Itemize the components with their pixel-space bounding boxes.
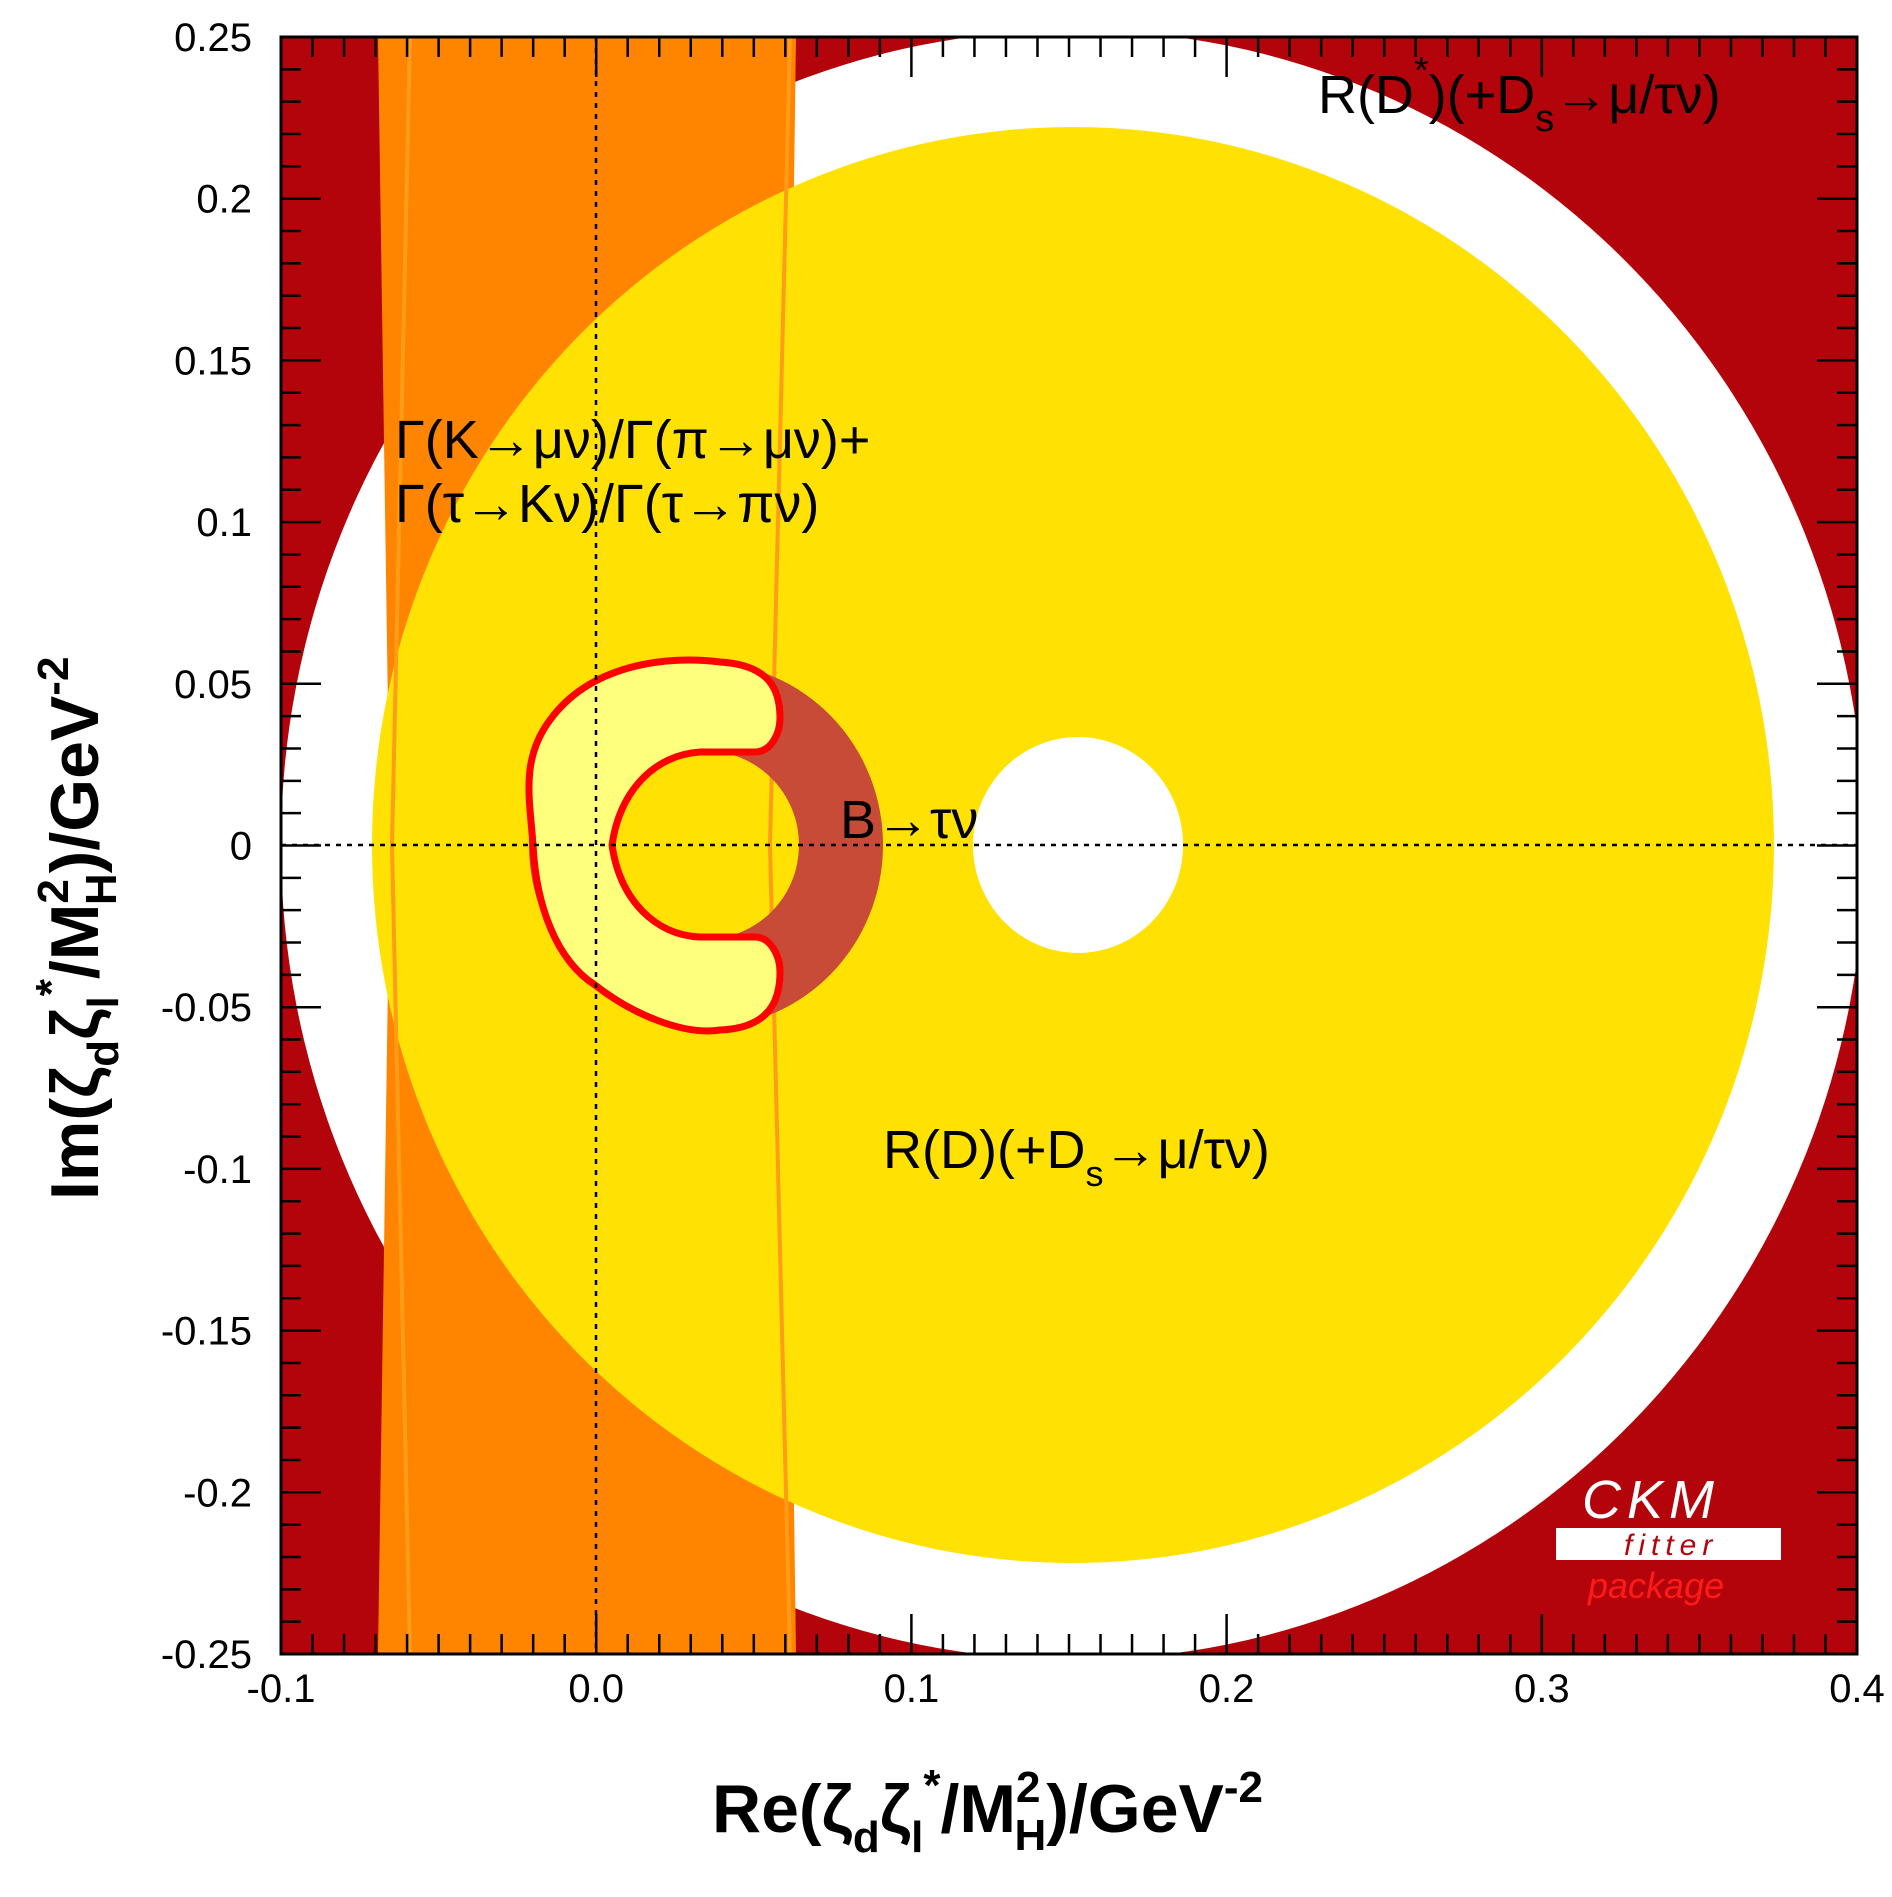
y-tick-label: -0.25 <box>161 1633 252 1677</box>
x-tick-label: 0.4 <box>1829 1667 1885 1711</box>
y-tick-label: 0.05 <box>174 663 252 707</box>
ckmfitter-logo: CKM fitter package <box>1556 1470 1781 1606</box>
logo-package: package <box>1587 1565 1724 1606</box>
combined-fit-region <box>525 656 784 1035</box>
x-tick-label: 0.2 <box>1199 1667 1255 1711</box>
x-tick-label: 0.0 <box>568 1667 624 1711</box>
plot-area <box>281 37 1857 1654</box>
kaon-label-line2: Γ(τ→Kν)/Γ(τ→πν) <box>395 474 819 534</box>
y-tick-label: -0.05 <box>161 986 252 1030</box>
y-tick-label: -0.2 <box>183 1471 252 1515</box>
x-tick-label: -0.1 <box>247 1667 316 1711</box>
rdstar-label-sub: s <box>1535 98 1554 140</box>
rdstar-label-rest: )(+D <box>1429 65 1536 125</box>
rdstar-label: R(D*)(+Ds→μ/τν) <box>1318 50 1721 140</box>
y-tick-label: 0.25 <box>174 16 252 60</box>
y-tick-label: 0.15 <box>174 339 252 383</box>
logo-ckm: CKM <box>1582 1470 1720 1530</box>
kaon-label-line1: Γ(K→μν)/Γ(π→μν)+ <box>395 410 870 470</box>
x-axis-title: Re(ζdζl*/M2 H)/GeV-2 <box>712 1761 1263 1862</box>
rdstar-label-end: →μ/τν) <box>1554 65 1720 125</box>
y-tick-label: -0.1 <box>183 1148 252 1192</box>
axis-tick-labels: -0.1 0.0 0.1 0.2 0.3 0.4 0.25 0.2 0.15 0.1 0.05 0 -0… <box>161 16 1885 1711</box>
rd-label-end: →μ/τν) <box>1103 1120 1269 1180</box>
y-axis-title: Im(ζdζl*/M2H)/GeV-2 <box>27 657 128 1200</box>
logo-bar <box>1556 1528 1781 1560</box>
logo-fitter: fitter <box>1624 1529 1718 1562</box>
rd-label-main: R(D)(+D <box>883 1120 1085 1180</box>
btaunu-label: B→τν <box>840 790 978 850</box>
y-tick-label: 0.2 <box>196 178 252 222</box>
rd-label-sub: s <box>1085 1153 1103 1194</box>
axis-ticks <box>279 35 1859 1656</box>
y-tick-label: -0.15 <box>161 1310 252 1354</box>
rdstar-label-sup: * <box>1414 50 1429 92</box>
y-tick-label: 0 <box>230 825 252 869</box>
rd-label: R(D)(+Ds→μ/τν) <box>883 1120 1270 1194</box>
rdstar-label-main: R(D <box>1318 65 1414 125</box>
x-tick-label: 0.1 <box>884 1667 940 1711</box>
x-tick-label: 0.3 <box>1514 1667 1570 1711</box>
y-tick-label: 0.1 <box>196 501 252 545</box>
